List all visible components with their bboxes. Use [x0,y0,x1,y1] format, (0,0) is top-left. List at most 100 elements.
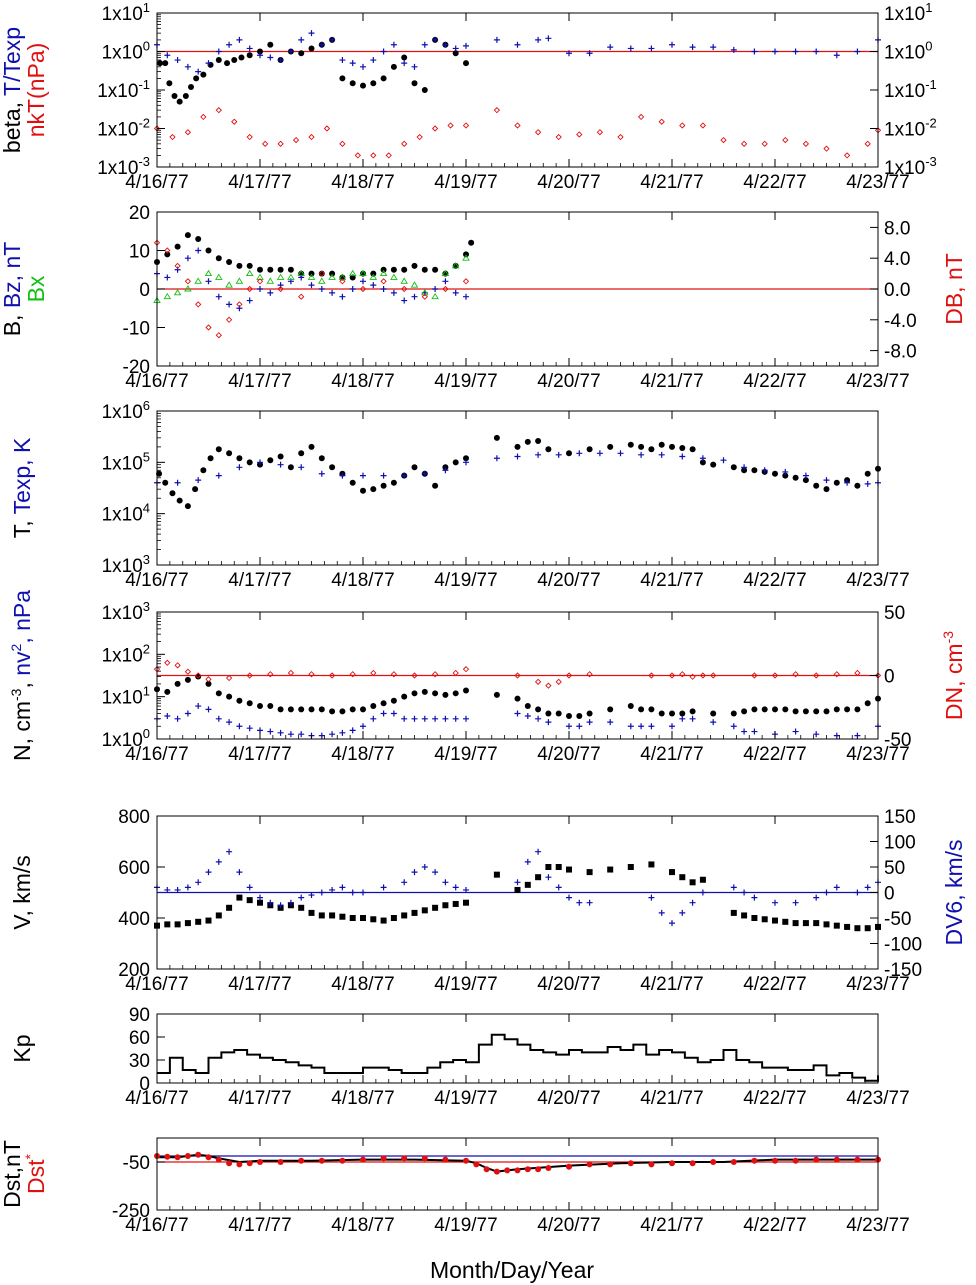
data-point [360,723,366,730]
data-point [193,75,200,82]
series-texp [154,450,881,487]
data-point [432,904,439,911]
x-tick-label: 4/16/77 [125,371,188,392]
data-point [833,52,840,59]
y-tick-label: 60 [129,1028,150,1049]
x-tick-label: 4/18/77 [331,371,394,392]
data-point [782,468,789,475]
data-point [380,472,387,479]
data-point [468,239,475,246]
data-point [380,710,387,717]
plot-frame [156,12,879,168]
data-point [442,879,449,886]
series-nv2 [154,703,881,739]
data-point [308,671,315,678]
data-point [699,455,706,462]
data-point [648,894,655,901]
data-point [452,884,459,891]
data-point [205,869,212,876]
data-point [730,710,737,717]
y-tick-label: 1x10-1 [884,77,937,102]
data-point [566,866,572,873]
data-point [679,874,686,881]
data-point [813,708,820,715]
series-n [154,673,881,719]
y-axis-title-right: DN, cm-3​ [940,631,967,720]
data-point [360,889,366,896]
data-point [215,1156,222,1163]
data-point [545,864,552,870]
data-point [184,278,192,285]
data-point [339,708,346,715]
data-point [238,54,245,61]
data-point [813,482,820,489]
data-point [751,48,758,55]
y-tick-label: 0.0 [884,280,910,301]
data-point [689,44,696,51]
data-point [679,715,686,722]
data-point [535,706,542,713]
data-point [658,909,665,916]
data-point [576,723,583,730]
data-point [318,889,325,896]
data-point [257,52,263,59]
data-point [215,472,222,479]
data-point [658,451,665,458]
data-point [463,899,469,906]
data-point [390,273,398,280]
x-tick-label: 4/20/77 [537,1215,600,1236]
y-tick-label: 1x101 [884,0,932,25]
data-point [669,41,675,48]
data-point [339,75,346,82]
y-axis-title: T, Texp, K [9,437,35,538]
y-tick-label: 1x100 [102,39,150,64]
data-point [473,1161,480,1168]
data-point [287,669,295,677]
data-point [411,464,418,471]
data-point [504,1167,511,1174]
data-point [792,708,799,715]
data-point [648,706,655,713]
panel-velocity: 4/16/77 4/17/77 4/18/77 4/19/77 4/20/77 4/21/… [9,807,967,995]
data-point [226,301,233,308]
data-point [607,44,614,51]
data-point [607,866,614,873]
data-point [411,715,418,722]
y-tick-label: 8.0 [884,218,910,239]
data-point [493,871,500,878]
data-point [195,247,202,254]
y-tick-label: 20 [129,203,150,224]
data-point [257,459,263,466]
y-tick-label: 1x10-3 [97,154,150,179]
data-point [184,1153,191,1159]
data-point [182,92,189,99]
data-point [246,1160,253,1167]
data-point [380,75,387,82]
x-tick-label: 4/19/77 [434,1088,497,1109]
data-point [421,293,428,300]
data-point [184,503,191,510]
data-point [833,1156,840,1163]
data-point [555,864,562,870]
data-point [452,459,459,466]
data-point [607,1161,614,1168]
y-tick-label: 200 [118,960,150,981]
data-point [813,672,820,679]
data-point [354,152,361,159]
data-point [277,729,284,736]
y-tick-label: 0 [139,1074,150,1095]
data-point [514,443,521,450]
data-point [204,269,213,277]
data-point [669,869,675,876]
data-point [318,732,325,739]
data-point [421,87,428,93]
data-point [782,136,789,144]
data-point [638,706,645,713]
data-point [339,57,346,64]
data-point [380,884,387,891]
data-point [339,140,346,147]
data-point [339,884,346,891]
data-point [308,909,315,916]
data-point [452,45,459,52]
data-point [524,712,531,719]
